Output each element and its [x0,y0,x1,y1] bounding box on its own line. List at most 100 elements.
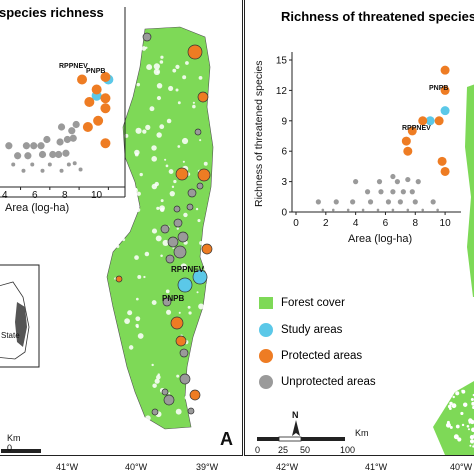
data-point-b [376,179,383,185]
unprotected-area-marker [173,245,187,259]
legend-study-label: Study areas [281,324,343,337]
unprotected-area-marker [165,254,175,264]
scale-label-b-1: 25 [278,445,289,455]
panel-a: species richness PNPB RPPNEV Area (log-h… [0,0,243,456]
data-point-a [91,84,102,95]
non-forest-patch [116,244,120,248]
data-point-a [24,152,32,160]
non-forest-patch [127,310,133,316]
non-forest-patch-b [466,425,470,428]
non-forest-patch [197,404,202,409]
non-forest-patch-b [461,423,465,427]
non-forest-patch [128,345,134,350]
data-point-b [405,176,411,183]
non-forest-patch-b [450,389,453,393]
non-forest-patch-b [460,411,464,416]
data-point-b [412,199,418,205]
non-forest-patch [206,281,212,288]
legend-unprotected: Unprotected areas [259,375,376,389]
non-forest-patch [120,377,125,383]
pnpb-label-b: PNPB [429,85,449,92]
non-forest-patch-b [470,398,474,402]
data-point-a [59,168,64,173]
non-forest-patch [134,255,139,260]
scatter-b: 0 3 6 9 12 15 0 2 4 6 8 10 [276,52,461,229]
non-forest-patch-b [461,389,464,393]
data-point-a [68,127,76,135]
non-forest-patch [149,106,155,112]
non-forest-patch-b [467,428,470,431]
unprotected-area-marker [194,128,202,136]
data-point-a [21,168,26,173]
data-point-b [394,179,400,185]
non-forest-patch [171,185,175,189]
data-point-a [72,120,80,129]
data-point-a [72,161,77,166]
unprotected-area-marker [196,182,204,190]
non-forest-patch [113,329,118,334]
non-forest-patch-b [468,418,473,423]
x-tick-label-b: 2 [323,218,329,229]
scale-bar-b-seg2 [278,436,302,442]
non-forest-patch [153,68,161,76]
non-forest-patch [177,101,181,105]
non-forest-patch [128,35,134,42]
non-forest-patch [121,396,125,400]
chart-b-title: Richness of threatened species [281,9,474,24]
non-forest-patch [136,82,141,87]
scale-label-b-3: 100 [340,445,356,455]
non-forest-patch [113,224,118,230]
data-point-a [69,134,77,142]
non-forest-patch-b [471,427,474,433]
data-point-b [401,136,411,146]
longitude-a-2: 39°W [196,462,219,472]
non-forest-patch [159,124,165,130]
protected-area-marker [170,316,184,330]
non-forest-patch [152,383,157,388]
non-forest-patch-b [453,434,459,440]
data-point-b [440,85,450,95]
data-point-b [418,116,428,126]
rppnev-label-a: RPPNEV [59,63,88,70]
data-point-b [440,65,450,75]
non-forest-patch [160,254,163,257]
y-axis-label-b: Richness of threatened species [253,60,265,207]
non-forest-patch [153,63,160,70]
unprotected-area-marker [186,203,194,211]
data-point-a [43,135,51,144]
data-point-a [66,162,71,167]
longitude-b-0: 42°W [276,462,299,472]
non-forest-patch [141,46,147,51]
non-forest-patch [160,55,164,59]
data-point-b [346,208,350,212]
non-forest-patch [156,96,162,101]
non-forest-patch [123,385,129,391]
data-point-a [49,150,57,159]
data-point-a [55,150,63,159]
scale-label-b-0: 0 [255,445,261,455]
non-forest-patch [151,300,157,305]
forest-cover-b-north [465,84,474,297]
unprotected-area-marker [161,388,169,396]
non-forest-patch [157,373,160,376]
longitude-a-1: 40°W [125,462,148,472]
protected-area-marker [187,44,203,60]
legend-forest: Forest cover [259,297,345,309]
data-point-a [63,135,71,144]
non-forest-patch [122,228,125,232]
protected-area-marker [189,389,201,401]
non-forest-patch [192,104,196,109]
non-forest-patch [160,199,164,203]
panel-letter-a: A [220,429,233,449]
non-forest-patch [120,43,125,48]
non-forest-patch-b [445,422,451,428]
north-arrow-icon [292,420,300,436]
x-tick-label-b: 6 [383,218,389,229]
data-point-a [30,142,38,150]
unprotected-area-marker [173,218,183,228]
y-tick-label-b: 0 [281,208,287,219]
non-forest-patch [136,207,141,212]
non-forest-patch [168,85,174,91]
data-point-b [421,208,425,212]
protected-area-marker [201,243,213,255]
